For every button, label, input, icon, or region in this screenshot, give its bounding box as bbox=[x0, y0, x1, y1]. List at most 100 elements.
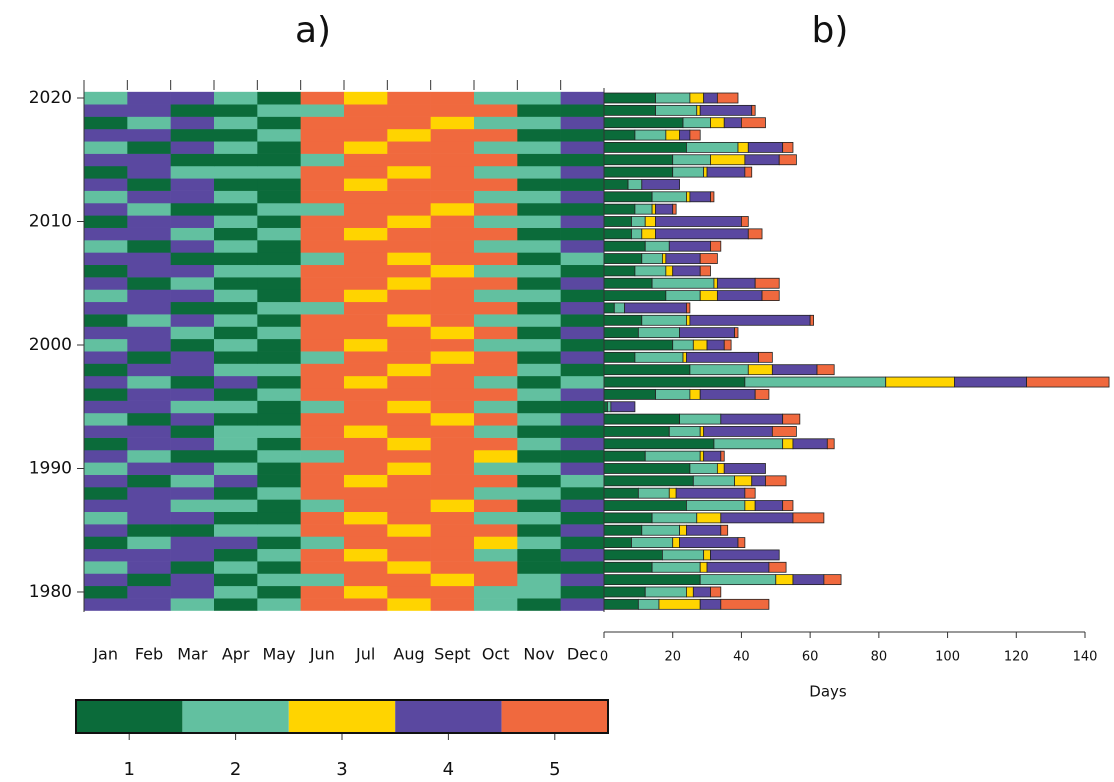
bar-segment bbox=[603, 228, 632, 240]
heatmap-cell bbox=[517, 474, 561, 488]
bar-segment bbox=[792, 438, 828, 450]
heatmap-cell bbox=[214, 314, 258, 327]
heatmap-cell bbox=[300, 499, 345, 513]
heatmap-cell bbox=[430, 178, 475, 191]
heatmap-cell bbox=[344, 314, 388, 327]
heatmap-cell bbox=[300, 338, 345, 352]
heatmap-cell bbox=[344, 165, 388, 179]
bar-segment bbox=[761, 290, 780, 301]
bar-segment bbox=[655, 228, 749, 240]
heatmap-cell bbox=[257, 314, 301, 327]
heatmap-cell bbox=[387, 116, 431, 130]
heatmap-cell bbox=[474, 277, 518, 290]
heatmap-cell bbox=[344, 536, 388, 550]
heatmap-cell bbox=[517, 511, 561, 525]
heatmap-cell bbox=[560, 326, 605, 340]
heatmap-cell bbox=[387, 487, 431, 500]
heatmap-cell bbox=[517, 449, 561, 463]
bar-segment bbox=[641, 228, 656, 240]
x-tick-label: 120 bbox=[1004, 650, 1029, 665]
heatmap-cell bbox=[127, 487, 171, 500]
heatmap-cell bbox=[474, 178, 518, 191]
heatmap-cell bbox=[387, 474, 431, 488]
x-tick-label: Feb bbox=[135, 645, 163, 664]
heatmap-cell bbox=[84, 277, 128, 290]
heatmap-cell bbox=[517, 116, 561, 130]
bar-segment bbox=[703, 426, 773, 437]
heatmap-cell bbox=[214, 449, 258, 463]
heatmap-cell bbox=[214, 116, 258, 130]
heatmap-cell bbox=[257, 585, 301, 599]
heatmap-cell bbox=[127, 363, 171, 377]
heatmap-cell bbox=[560, 128, 605, 142]
bar-segment bbox=[651, 203, 656, 215]
heatmap-cell bbox=[517, 425, 561, 438]
heatmap-cell bbox=[517, 598, 561, 611]
bar-segment bbox=[720, 524, 729, 536]
heatmap-cell bbox=[517, 462, 561, 475]
heatmap-cell bbox=[300, 178, 345, 191]
bar-segment bbox=[696, 512, 722, 524]
bar-segment bbox=[809, 314, 814, 326]
heatmap-cell bbox=[257, 548, 301, 562]
heatmap-cell bbox=[300, 524, 345, 537]
heatmap-cell bbox=[84, 524, 128, 537]
heatmap-cell bbox=[170, 128, 215, 142]
bar-segment bbox=[651, 277, 715, 289]
heatmap-cell bbox=[84, 536, 128, 550]
heatmap-cell bbox=[127, 190, 171, 204]
bar-segment bbox=[641, 253, 663, 264]
heatmap-cell bbox=[257, 264, 301, 278]
heatmap-cell bbox=[300, 289, 345, 303]
heatmap-cell bbox=[127, 351, 171, 364]
heatmap-cell bbox=[214, 561, 258, 574]
heatmap-cell bbox=[430, 462, 475, 475]
bar-segment bbox=[672, 154, 711, 166]
heatmap-cell bbox=[170, 314, 215, 327]
bar-segment bbox=[689, 463, 718, 474]
heatmap-cell bbox=[170, 425, 215, 438]
bar-segment bbox=[689, 388, 701, 400]
heatmap-cell bbox=[127, 437, 171, 451]
bar-segment bbox=[710, 240, 722, 252]
heatmap-cell bbox=[474, 141, 518, 154]
heatmap-cell bbox=[517, 202, 561, 216]
heatmap-cell bbox=[474, 326, 518, 340]
bar-segment bbox=[655, 104, 698, 116]
heatmap-cell bbox=[517, 561, 561, 574]
heatmap-cell bbox=[257, 141, 301, 154]
heatmap-cell bbox=[387, 585, 431, 599]
heatmap-cell bbox=[344, 326, 388, 340]
heatmap-cell bbox=[560, 289, 605, 303]
bar-segment bbox=[644, 450, 701, 462]
heatmap-cell bbox=[127, 252, 171, 266]
heatmap-cell bbox=[430, 573, 475, 587]
heatmap-cell bbox=[127, 499, 171, 513]
heatmap-cell bbox=[127, 412, 171, 426]
heatmap-cell bbox=[560, 585, 605, 599]
heatmap-cell bbox=[430, 388, 475, 401]
colorbar-box bbox=[501, 700, 608, 733]
bar-segment bbox=[603, 253, 643, 264]
heatmap-cell bbox=[474, 351, 518, 364]
bar-segment bbox=[696, 104, 701, 116]
heatmap-cell bbox=[300, 165, 345, 179]
bar-segment bbox=[686, 314, 691, 326]
bar-segment bbox=[603, 376, 746, 388]
heatmap-cell bbox=[170, 388, 215, 401]
heatmap-cell bbox=[170, 499, 215, 513]
x-tick-label: Oct bbox=[482, 645, 510, 664]
bar-segment bbox=[662, 549, 705, 561]
heatmap-cell bbox=[474, 487, 518, 500]
bar-segment bbox=[699, 561, 708, 573]
heatmap-cell bbox=[560, 190, 605, 204]
heatmap-cell bbox=[214, 412, 258, 426]
heatmap-cell bbox=[474, 561, 518, 574]
heatmap-cell bbox=[387, 499, 431, 513]
heatmap-cell bbox=[430, 511, 475, 525]
heatmap-cell bbox=[84, 227, 128, 241]
heatmap-cell bbox=[517, 388, 561, 401]
heatmap-cell bbox=[84, 240, 128, 253]
bar-segment bbox=[655, 216, 742, 227]
heatmap-cell bbox=[300, 264, 345, 278]
